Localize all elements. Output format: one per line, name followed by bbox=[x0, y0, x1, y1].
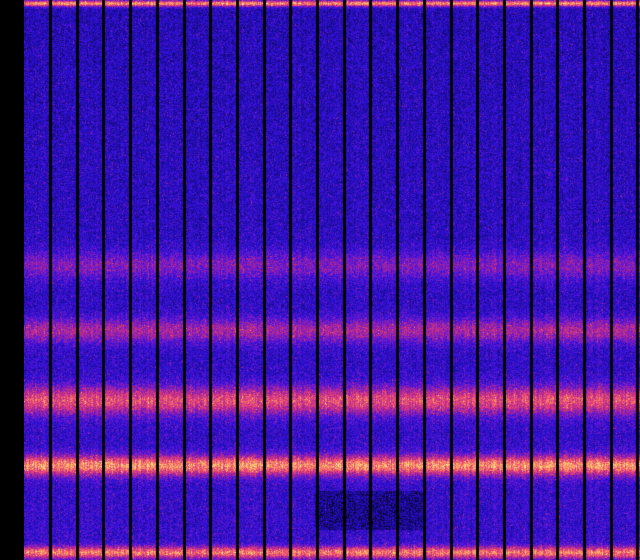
left-black-margin bbox=[0, 0, 24, 560]
spectrogram-image bbox=[24, 0, 640, 560]
